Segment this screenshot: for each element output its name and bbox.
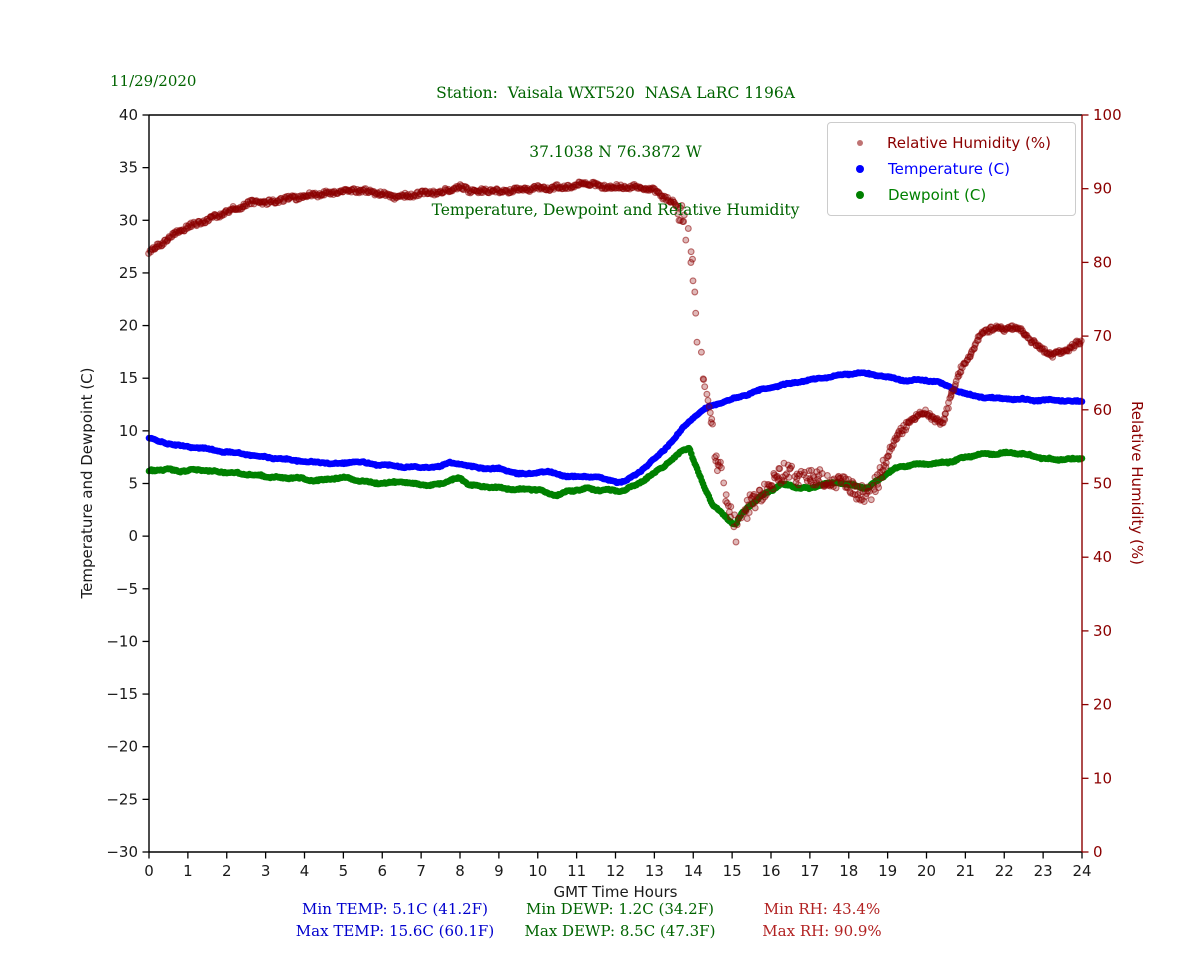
temperature-series: [145, 369, 1086, 487]
x-tick-label: 4: [300, 862, 310, 880]
dewpoint-series: [145, 444, 1086, 528]
x-tick-label: 13: [645, 862, 664, 880]
legend-item-temperature: Temperature (C): [842, 156, 1065, 182]
x-tick-label: 24: [1072, 862, 1091, 880]
temperature-marker-icon: [856, 165, 864, 173]
x-tick-label: 9: [494, 862, 504, 880]
left-y-tick-label: 10: [119, 422, 138, 440]
legend-label: Relative Humidity (%): [887, 134, 1051, 152]
x-axis-ticks: 0 1 2 3 4 5 6 7 8 9 10 11 12 13 14 15 16 17 18 19 20 21 22 23 24: [144, 852, 1092, 880]
left-y-tick-label: −30: [106, 843, 138, 861]
humidity-marker-icon: [857, 140, 863, 146]
x-tick-label: 20: [917, 862, 936, 880]
left-y-tick-label: 0: [128, 527, 138, 545]
left-y-tick-label: −5: [116, 580, 138, 598]
x-tick-label: 5: [339, 862, 349, 880]
left-y-tick-label: −25: [106, 790, 138, 808]
x-tick-label: 7: [416, 862, 426, 880]
chart-title: Station: Vaisala WXT520 NASA LaRC 1196A …: [150, 45, 1081, 260]
date-label: 11/29/2020: [110, 72, 197, 90]
x-tick-label: 10: [528, 862, 547, 880]
left-y-tick-label: 5: [128, 475, 138, 493]
dewpoint-marker-icon: [856, 191, 864, 199]
right-y-axis-title: Relative Humidity (%): [1128, 401, 1146, 565]
right-y-tick-label: 40: [1093, 548, 1112, 566]
x-tick-label: 16: [761, 862, 780, 880]
x-tick-label: 17: [800, 862, 819, 880]
left-y-tick-label: −15: [106, 685, 138, 703]
x-tick-label: 19: [878, 862, 897, 880]
x-tick-label: 22: [995, 862, 1014, 880]
left-y-axis-title: Temperature and Dewpoint (C): [78, 367, 96, 599]
temperature-stats: Min TEMP: 5.1C (41.2F) Max TEMP: 15.6C (…: [270, 898, 520, 942]
left-y-tick-label: −20: [106, 738, 138, 756]
left-y-tick-label: 15: [119, 369, 138, 387]
x-axis-title: GMT Time Hours: [553, 883, 678, 901]
right-y-tick-label: 70: [1093, 327, 1112, 345]
legend-item-dewpoint: Dewpoint (C): [842, 182, 1065, 208]
left-y-tick-label: 35: [119, 159, 138, 177]
x-tick-label: 0: [144, 862, 154, 880]
x-tick-label: 14: [684, 862, 703, 880]
humidity-stats: Min RH: 43.4% Max RH: 90.9%: [722, 898, 922, 942]
right-y-tick-label: 20: [1093, 696, 1112, 714]
x-tick-label: 3: [261, 862, 271, 880]
right-y-tick-label: 30: [1093, 622, 1112, 640]
legend-item-relative-humidity: Relative Humidity (%): [842, 130, 1065, 156]
legend-label: Temperature (C): [888, 160, 1010, 178]
right-y-axis-ticks: 0 10 20 30 40 50 60 70 80 90 100: [1082, 106, 1122, 861]
x-tick-label: 12: [606, 862, 625, 880]
right-y-tick-label: 80: [1093, 253, 1112, 271]
title-station-line: Station: Vaisala WXT520 NASA LaRC 1196A: [436, 84, 795, 102]
right-y-tick-label: 100: [1093, 106, 1122, 124]
right-y-tick-label: 60: [1093, 401, 1112, 419]
max-temp-text: Max TEMP: 15.6C (60.1F): [295, 922, 495, 940]
min-temp-text: Min TEMP: 5.1C (41.2F): [302, 900, 488, 918]
relative-humidity-series: [145, 178, 1085, 546]
legend-label: Dewpoint (C): [888, 186, 987, 204]
max-dewp-text: Max DEWP: 8.5C (47.3F): [524, 922, 716, 940]
left-y-tick-label: 30: [119, 211, 138, 229]
min-rh-text: Min RH: 43.4%: [763, 900, 881, 918]
dewpoint-stats: Min DEWP: 1.2C (34.2F) Max DEWP: 8.5C (4…: [495, 898, 745, 942]
x-tick-label: 21: [956, 862, 975, 880]
max-rh-text: Max RH: 90.9%: [762, 922, 882, 940]
right-y-tick-label: 0: [1093, 843, 1103, 861]
legend: Relative Humidity (%) Temperature (C) De…: [827, 122, 1076, 216]
title-coords-line: 37.1038 N 76.3872 W: [529, 142, 702, 161]
x-tick-label: 11: [567, 862, 586, 880]
left-y-tick-label: 40: [119, 106, 138, 124]
right-y-tick-label: 10: [1093, 769, 1112, 787]
x-tick-label: 8: [455, 862, 465, 880]
left-y-axis-ticks: −30 −25 −20 −15 −10 −5 0 5 10 15 20 25 30 35 40: [106, 106, 149, 861]
x-tick-label: 23: [1034, 862, 1053, 880]
min-dewp-text: Min DEWP: 1.2C (34.2F): [526, 900, 714, 918]
x-tick-label: 6: [377, 862, 387, 880]
x-tick-label: 18: [839, 862, 858, 880]
x-tick-label: 2: [222, 862, 232, 880]
left-y-tick-label: 20: [119, 317, 138, 335]
left-y-tick-label: 25: [119, 264, 138, 282]
right-y-tick-label: 90: [1093, 180, 1112, 198]
left-y-tick-label: −10: [106, 632, 138, 650]
right-y-tick-label: 50: [1093, 475, 1112, 493]
x-tick-label: 1: [183, 862, 193, 880]
title-subject-line: Temperature, Dewpoint and Relative Humid…: [431, 201, 800, 219]
x-tick-label: 15: [723, 862, 742, 880]
